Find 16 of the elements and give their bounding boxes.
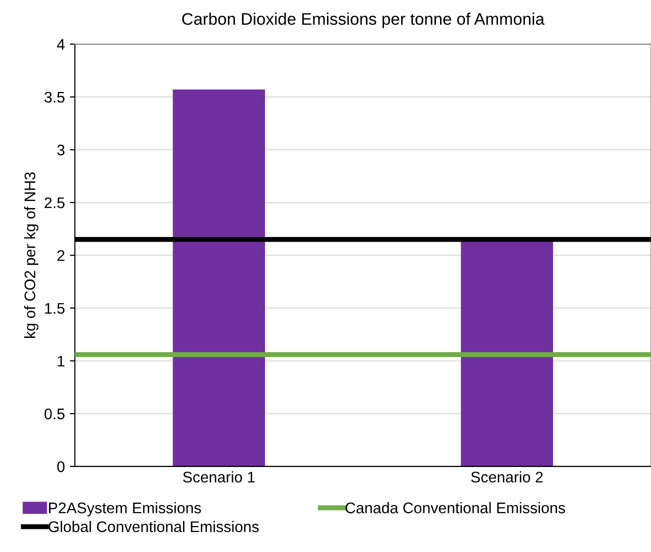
y-tick-label: 4 xyxy=(57,39,65,50)
chart-title: Carbon Dioxide Emissions per tonne of Ammonia xyxy=(182,12,545,28)
y-tick-label: 0 xyxy=(57,461,65,472)
y-tick-label: 1.5 xyxy=(45,303,65,314)
y-tick-label: 2.5 xyxy=(44,197,65,208)
y-tick-label: 1 xyxy=(58,356,64,366)
y-tick-label: 2 xyxy=(57,250,64,261)
y-tick-label: 0.5 xyxy=(44,408,65,420)
y-tick-label: 3.5 xyxy=(44,92,65,103)
x-tick-label: Scenario 1 xyxy=(183,471,255,483)
y-axis-title: kg of CO2 per kg of NH3 xyxy=(24,172,38,338)
legend-label: Global Conventional Emissions xyxy=(48,520,259,532)
legend-label: P2ASystem Emissions xyxy=(49,502,201,516)
x-tick-label: Scenario 2 xyxy=(471,471,543,483)
y-tick-label: 3 xyxy=(57,144,64,156)
legend-label: Canada Conventional Emissions xyxy=(346,502,566,514)
